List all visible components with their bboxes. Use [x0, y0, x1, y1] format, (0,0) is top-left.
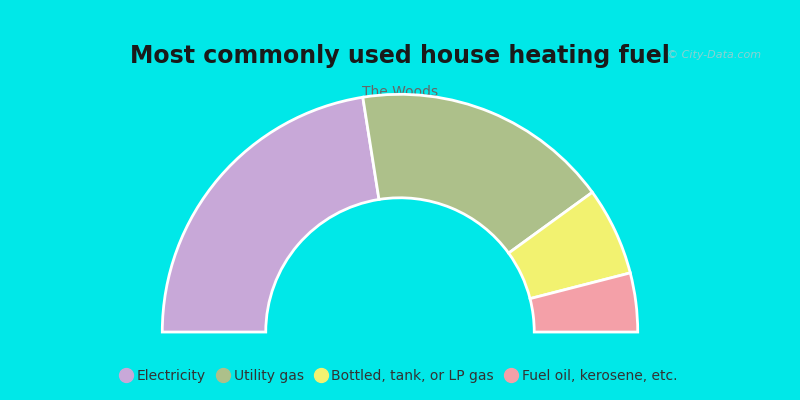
Text: Most commonly used house heating fuel: Most commonly used house heating fuel: [130, 44, 670, 68]
Wedge shape: [363, 94, 592, 253]
Wedge shape: [509, 192, 630, 299]
Wedge shape: [530, 273, 638, 332]
Text: © City-Data.com: © City-Data.com: [667, 50, 761, 60]
Legend: Electricity, Utility gas, Bottled, tank, or LP gas, Fuel oil, kerosene, etc.: Electricity, Utility gas, Bottled, tank,…: [118, 364, 682, 388]
Wedge shape: [162, 97, 379, 332]
Text: The Woods: The Woods: [362, 85, 438, 99]
